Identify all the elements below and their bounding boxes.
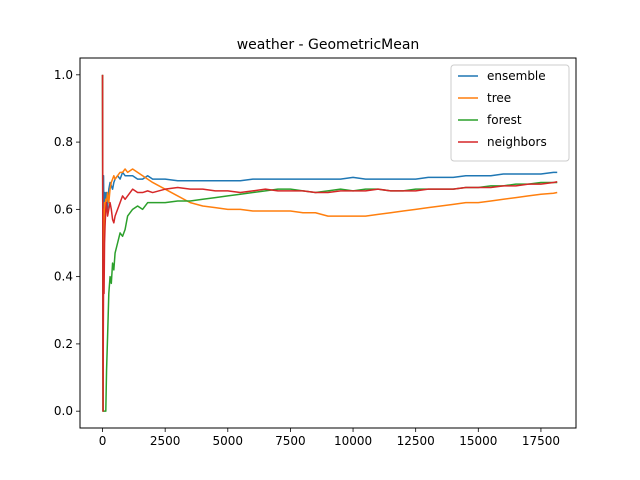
x-tick-label: 0 (99, 434, 107, 448)
x-tick-label: 15000 (459, 434, 497, 448)
x-tick-label: 12500 (397, 434, 435, 448)
y-tick-label: 0.0 (54, 404, 73, 418)
x-tick-label: 7500 (275, 434, 306, 448)
series-line-tree (101, 74, 558, 412)
y-tick-label: 1.0 (54, 68, 73, 82)
axes-frame (79, 57, 577, 429)
y-tick-label: 0.6 (54, 202, 73, 216)
legend-label-tree: tree (487, 91, 511, 105)
series-line-neighbors (101, 74, 558, 412)
legend-box (450, 64, 570, 162)
x-tick-label: 10000 (334, 434, 372, 448)
legend: ensemble tree forest neighbors (450, 64, 570, 162)
x-tick-label: 5000 (213, 434, 244, 448)
legend-label-forest: forest (487, 113, 522, 127)
x-tick-label: 2500 (150, 434, 181, 448)
y-tick-label: 0.4 (54, 270, 73, 284)
x-axis-ticks: 0 2500 5000 7500 10000 12500 15000 17500 (99, 428, 560, 448)
y-tick-label: 0.8 (54, 135, 73, 149)
y-axis-ticks: 0.0 0.2 0.4 0.6 0.8 1.0 (54, 68, 80, 418)
x-tick-label: 17500 (522, 434, 560, 448)
series-line-ensemble (101, 74, 558, 412)
legend-label-neighbors: neighbors (487, 135, 547, 149)
plot-area: 0 2500 5000 7500 10000 12500 15000 17500 0.0 0.2… (54, 57, 577, 448)
y-tick-label: 0.2 (54, 337, 73, 351)
series-layer (101, 74, 558, 412)
legend-label-ensemble: ensemble (487, 69, 546, 83)
chart-title: weather - GeometricMean (237, 37, 420, 53)
